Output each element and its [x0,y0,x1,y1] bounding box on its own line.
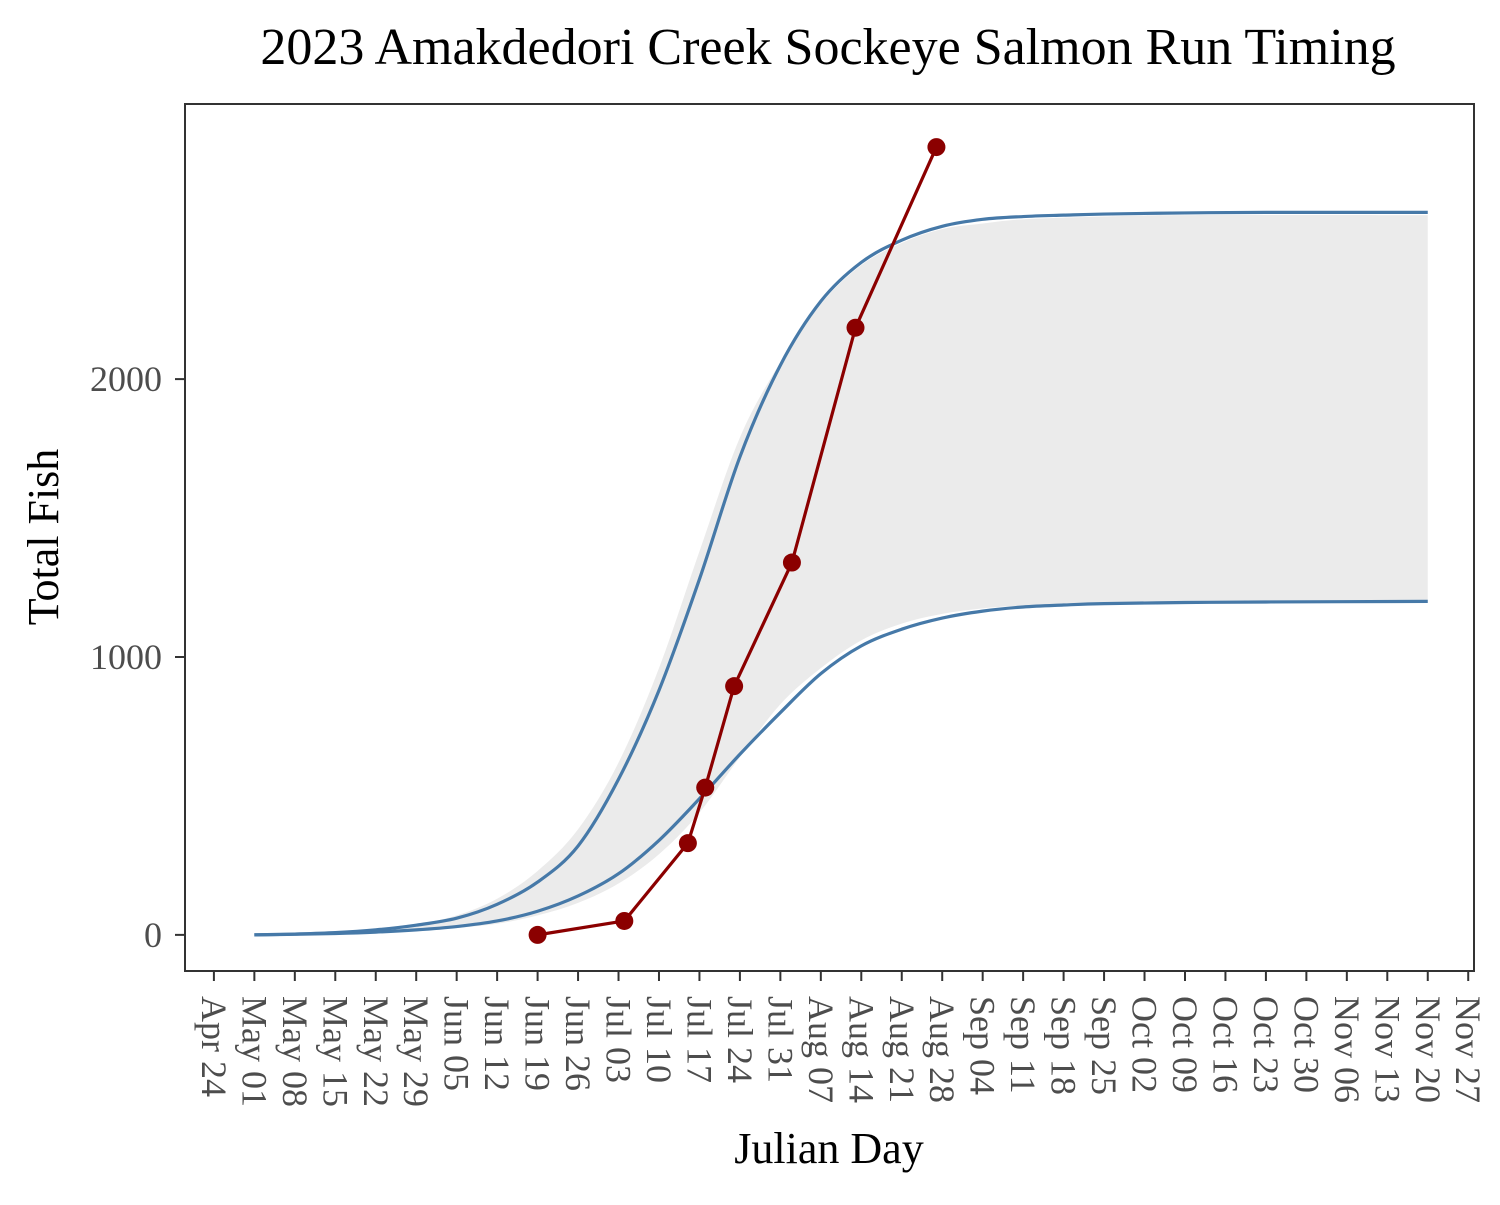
x-tick-label: Oct 09 [1165,996,1205,1093]
observed-point [846,318,865,337]
observed-point [782,553,801,572]
x-tick-label: May 22 [356,996,396,1107]
x-tick-label: May 15 [315,996,355,1107]
confidence-band [254,215,1428,935]
x-tick-label: Aug 07 [801,996,841,1103]
x-tick-label: Jun 12 [477,996,517,1091]
x-tick-label: May 08 [275,996,315,1107]
x-tick-label: Jun 19 [518,996,558,1091]
x-tick-label: Nov 27 [1448,996,1488,1103]
x-tick-label: Apr 24 [194,996,234,1097]
lower-envelope-line [254,599,1428,937]
x-tick-label: Aug 21 [882,996,922,1103]
observed-point [678,834,697,853]
x-tick-label: Jun 26 [558,996,598,1091]
observed-point [615,911,634,930]
x-axis-title: Julian Day [734,1124,923,1173]
x-tick-label: Sep 25 [1084,996,1124,1095]
chart-title: 2023 Amakdedori Creek Sockeye Salmon Run… [260,19,1395,76]
x-tick-label: Jul 03 [599,996,639,1083]
plot-panel-border [184,103,1475,972]
x-tick-label: Jul 24 [720,996,760,1083]
y-axis: 0 1000 2000 [90,359,185,955]
upper-envelope-line [254,210,1428,937]
observed-series [528,138,946,944]
x-tick-label: Nov 06 [1327,996,1367,1103]
x-tick-label: Oct 23 [1246,996,1286,1093]
x-axis: Apr 24 May 01 May 08 May 15 May 22 May 29 Jun … [194,971,1488,1107]
x-tick-label: Sep 18 [1044,996,1084,1095]
band-area [254,215,1428,935]
x-tick-label: Jun 05 [437,996,477,1091]
x-tick-label: Jul 10 [639,996,679,1083]
x-tick-label: Oct 30 [1286,996,1326,1093]
x-tick-label: Oct 02 [1125,996,1165,1093]
observed-point [696,778,715,797]
y-tick-label: 0 [144,915,162,955]
observed-line [537,146,938,937]
x-tick-label: Jul 17 [679,996,719,1083]
y-tick-label: 1000 [90,637,162,677]
x-tick-label: Nov 13 [1367,996,1407,1103]
x-tick-label: Aug 28 [922,996,962,1103]
envelope-lines [254,210,1428,937]
observed-point [528,925,547,944]
y-axis-title: Total Fish [19,449,68,626]
x-tick-label: Nov 20 [1408,996,1448,1103]
observed-point [725,677,744,696]
x-tick-label: Sep 11 [1003,996,1043,1094]
y-tick-label: 2000 [90,359,162,399]
x-tick-label: May 29 [396,996,436,1107]
x-tick-label: Aug 14 [841,996,881,1103]
x-tick-label: Oct 16 [1205,996,1245,1093]
x-tick-label: May 01 [234,996,274,1107]
x-tick-label: Sep 04 [963,996,1003,1095]
observed-point [927,138,946,157]
x-tick-label: Jul 31 [760,996,800,1083]
